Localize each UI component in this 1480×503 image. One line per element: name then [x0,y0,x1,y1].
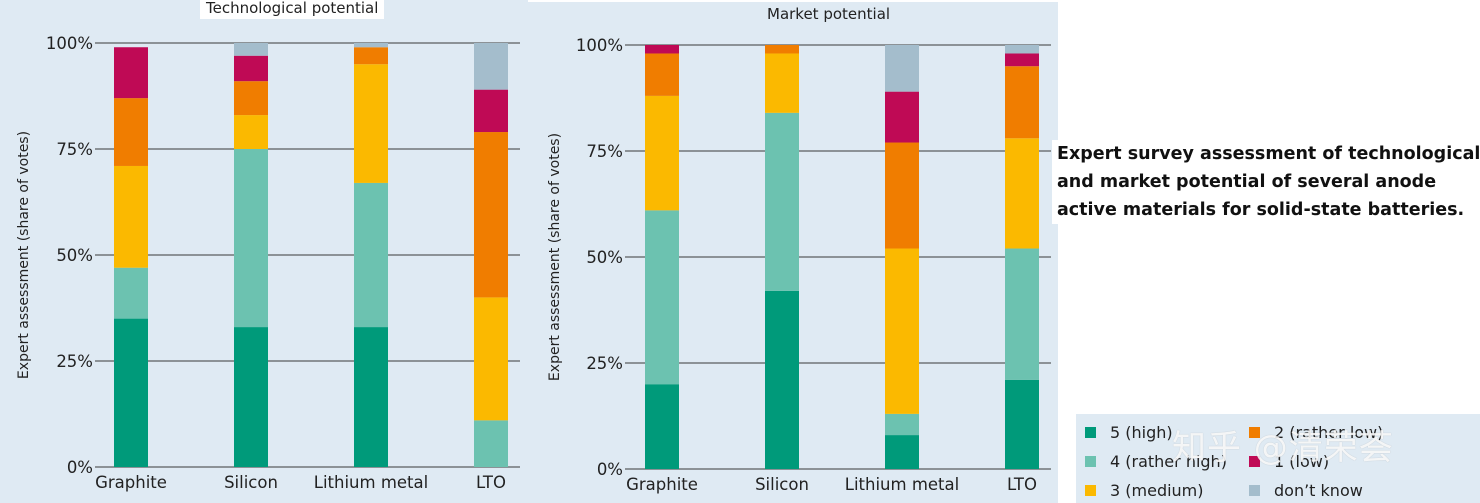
market-potential-panel: Market potential 0% 25% 50% 75% 100% Expert a… [528,2,1058,503]
bar-segment [645,53,679,96]
legend-item-3-medium: 3 (medium) [1085,481,1204,500]
watermark: 知乎 @清荣荟 [1172,428,1394,468]
legend-label: 4 (rather high) [1110,452,1227,471]
market-potential-chart: 0% 25% 50% 75% 100% Expert assessment (share … [547,36,1051,494]
legend-swatch [1249,485,1260,496]
y-tick-label: 25% [56,352,93,371]
x-tick-label: LTO [1007,475,1037,494]
bar-segment [234,55,268,82]
legend-item-4-rather-high: 4 (rather high) [1085,452,1227,471]
bar-segment [645,210,679,385]
legend: 5 (high) 4 (rather high) 3 (medium) 2 (r… [1076,414,1480,503]
bar-segment [354,43,388,48]
y-tick-label: 75% [586,142,623,161]
bar-segment [234,327,268,467]
bar-segment [354,182,388,328]
y-tick-label: 75% [56,140,93,159]
bar-segment [1005,45,1039,54]
bar-segment [765,45,799,54]
legend-item-2-rather-low: 2 (rather low) [1249,423,1383,442]
bar-segment [765,290,799,469]
bar-segment [114,267,148,319]
legend-swatch [1085,427,1096,438]
bar-segment [885,413,919,436]
chart-title: Technological potential [200,0,385,19]
bar-segment [645,45,679,54]
x-tick-label: Silicon [755,475,809,494]
legend-label: 3 (medium) [1110,481,1204,500]
legend-swatch [1085,485,1096,496]
bar-segment [765,112,799,291]
x-tick-label: Silicon [224,473,278,492]
y-tick-label: 0% [67,458,93,477]
legend-label: don’t know [1274,481,1363,500]
bar-segment [234,43,268,56]
x-tick-label: Lithium metal [314,473,428,492]
bar-segment [645,384,679,469]
legend-item-dont-know: don’t know [1249,481,1363,500]
technological-potential-chart: 0% 25% 50% 75% 100% Expert assessment (share … [16,34,520,492]
y-tick-label: 25% [586,354,623,373]
x-tick-label: Graphite [95,473,167,492]
legend-item-1-low: 1 (low) [1249,452,1329,471]
legend-label: 1 (low) [1274,452,1330,471]
x-tick-label: Lithium metal [845,475,959,494]
bar-segment [354,64,388,183]
legend-label: 2 (rather low) [1274,423,1384,442]
bar-segment [114,98,148,166]
bar-segment [765,53,799,113]
bar-segment [474,297,508,421]
technological-potential-panel: Technological potential 0% 25% 50% 75% 100% E… [0,0,528,503]
bar-segment [234,81,268,116]
bar-segment [474,43,508,90]
y-tick-label: 50% [586,248,623,267]
bar-segment [234,115,268,149]
figure-caption: Expert survey assessment of technologica… [1052,140,1480,224]
bar-segment [1005,248,1039,380]
legend-swatch [1249,456,1260,467]
bar-segment [474,132,508,298]
y-tick-label: 100% [46,34,93,53]
bar-segment [885,435,919,469]
bar-segment [354,327,388,467]
bar-segment [645,95,679,211]
bar-segment [474,89,508,133]
bar-segment [1005,138,1039,249]
legend-label: 5 (high) [1110,423,1173,442]
bar-segment [885,142,919,249]
y-tick-label: 100% [576,36,623,55]
x-tick-label: Graphite [626,475,698,494]
legend-swatch [1085,456,1096,467]
bar-segment [114,47,148,99]
bar-segment [234,149,268,328]
bar-segment [1005,66,1039,139]
bar-segment [885,248,919,414]
bar-segment [885,91,919,143]
bar-segment [885,45,919,92]
bar-segment [1005,53,1039,67]
chart-title: Market potential [767,5,891,23]
bar-segment [354,47,388,65]
bar-segment [114,165,148,268]
bar-segment [474,420,508,467]
y-axis-label: Expert assessment (share of votes) [547,133,563,381]
bar-segment [1005,379,1039,469]
legend-item-5-high: 5 (high) [1085,423,1173,442]
y-axis-label: Expert assessment (share of votes) [16,131,32,379]
y-tick-label: 50% [56,246,93,265]
bar-segment [114,318,148,467]
y-tick-label: 0% [597,460,623,479]
legend-swatch [1249,427,1260,438]
x-tick-label: LTO [476,473,506,492]
